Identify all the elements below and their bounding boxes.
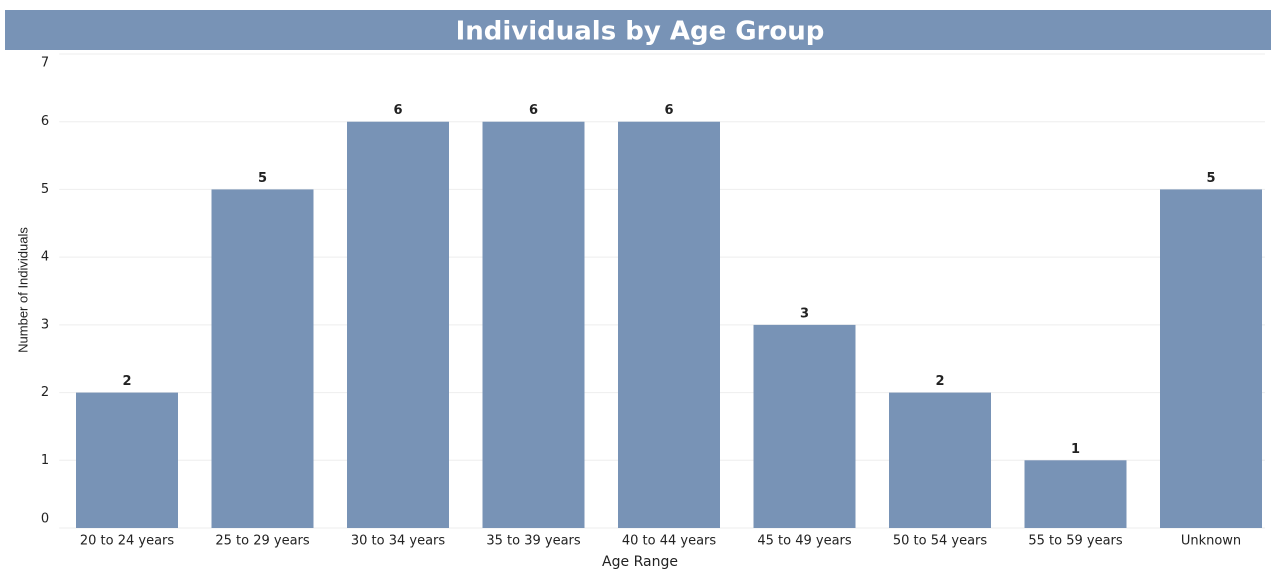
value-label: 2 [935, 374, 944, 389]
y-tick-label: 4 [41, 250, 49, 265]
bar [1160, 189, 1262, 528]
x-tick-label: Unknown [1181, 534, 1241, 549]
x-tick-label: 35 to 39 years [486, 534, 581, 549]
y-tick-label: 0 [41, 512, 49, 527]
y-axis-title: Number of Individuals [15, 227, 30, 353]
bar [753, 324, 856, 528]
y-tick-label: 6 [41, 114, 49, 129]
value-label: 2 [122, 374, 131, 389]
x-tick-label: 25 to 29 years [215, 534, 310, 549]
y-tick-label: 5 [41, 182, 49, 197]
x-tick-label: 55 to 59 years [1028, 534, 1123, 549]
title-bar [5, 10, 1271, 50]
value-label: 6 [529, 103, 538, 118]
bar [889, 392, 991, 528]
x-tick-label: 20 to 24 years [80, 534, 175, 549]
value-label: 6 [393, 103, 402, 118]
x-tick-label: 30 to 34 years [351, 534, 446, 549]
bar [211, 189, 314, 528]
bar [618, 121, 720, 528]
bar [76, 392, 178, 528]
value-label: 5 [1206, 171, 1215, 186]
x-tick-label: 50 to 54 years [893, 534, 988, 549]
y-tick-label: 3 [41, 317, 49, 332]
bar [482, 121, 585, 528]
value-label: 6 [664, 103, 673, 118]
value-label: 1 [1071, 442, 1080, 457]
chart-title: Individuals by Age Group [456, 17, 825, 47]
y-tick-label: 2 [41, 385, 49, 400]
x-tick-label: 45 to 49 years [757, 534, 852, 549]
y-tick-label: 1 [41, 453, 49, 468]
value-label: 3 [800, 306, 809, 321]
x-tick-label: 40 to 44 years [622, 534, 717, 549]
bar [1024, 460, 1127, 528]
bar [347, 121, 449, 528]
value-label: 5 [258, 171, 267, 186]
x-axis-title: Age Range [602, 554, 678, 570]
y-tick-label: 7 [41, 56, 49, 71]
